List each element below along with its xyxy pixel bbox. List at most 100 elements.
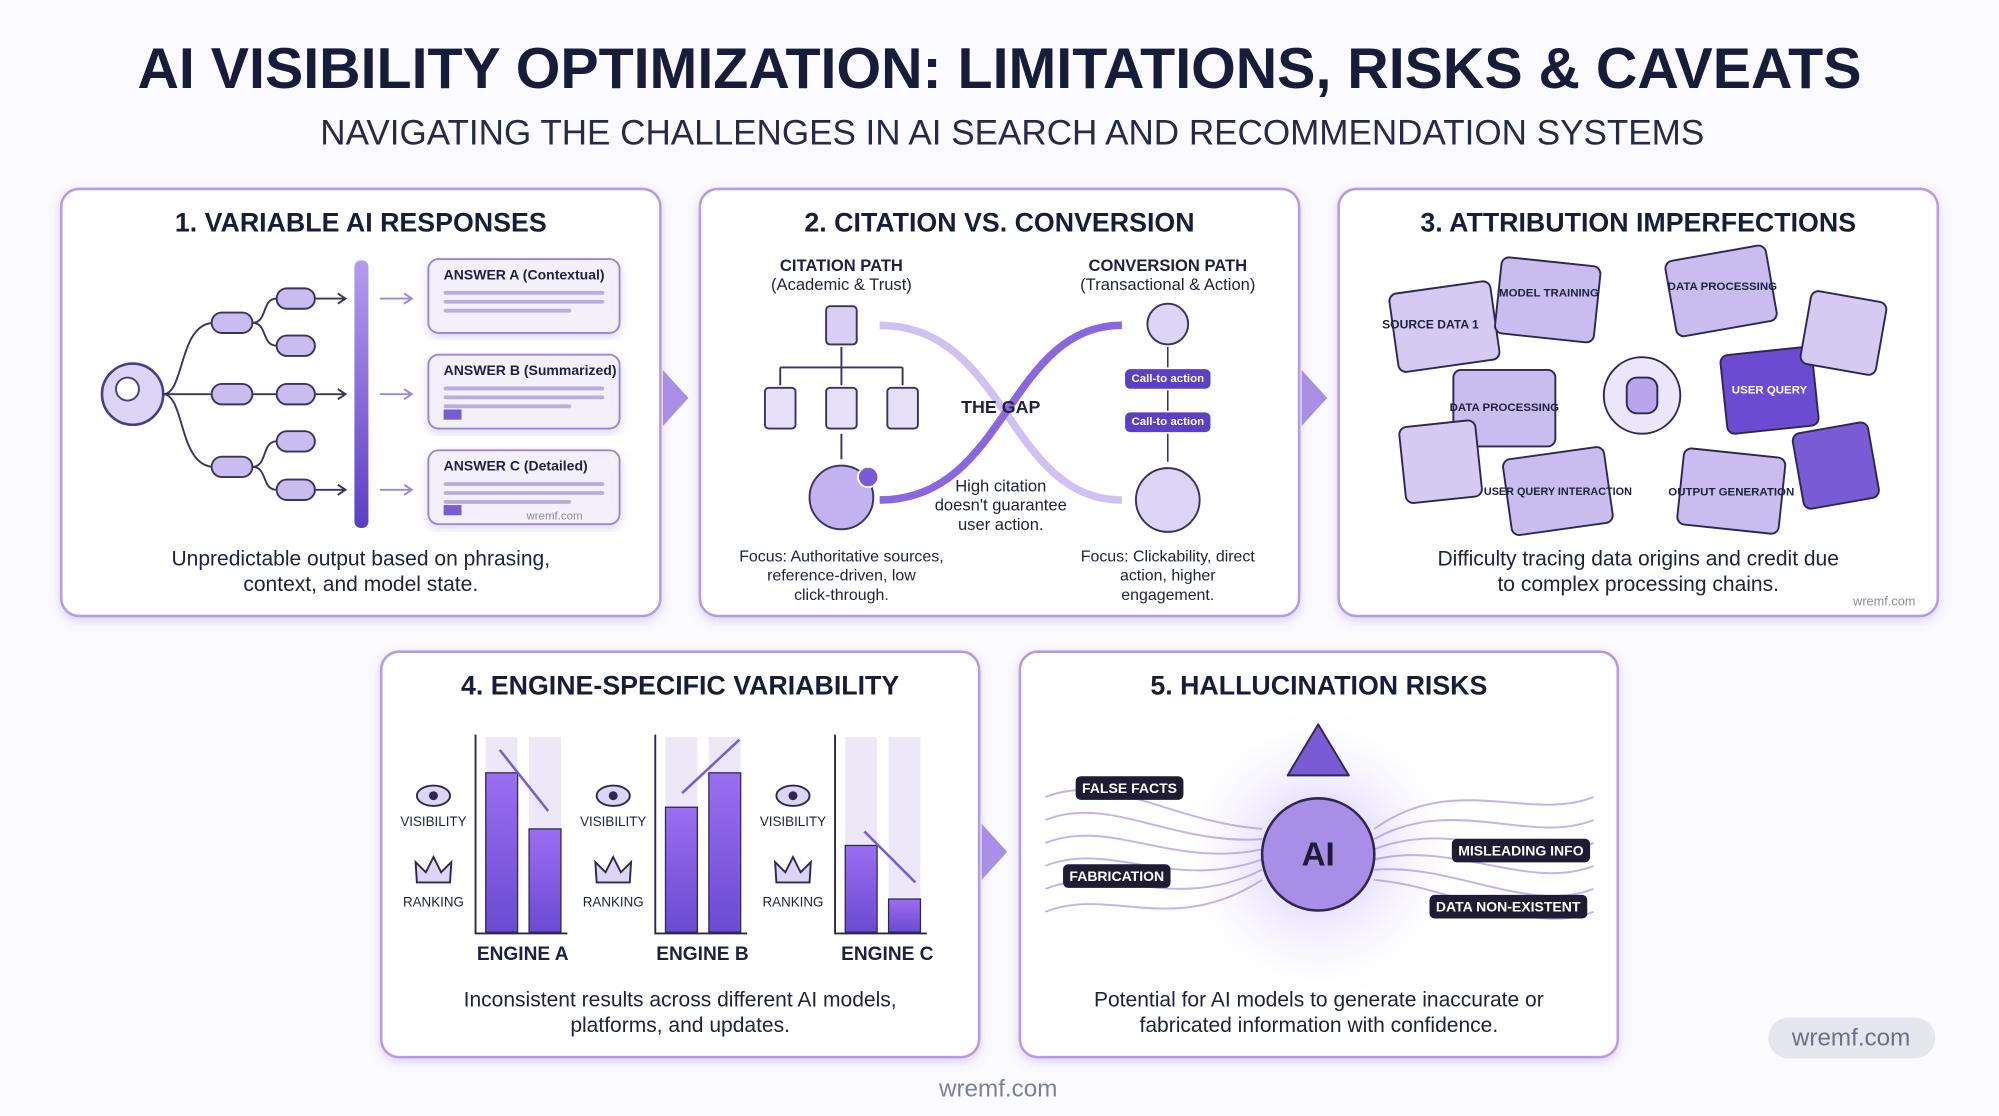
panel-label: RANKING (583, 894, 644, 909)
trend-arrow (681, 738, 741, 795)
panel-label: DATA PROCESSING (1450, 402, 1559, 414)
user-icon (1146, 302, 1190, 346)
crown-icon (594, 854, 633, 884)
doc-branch (779, 347, 904, 460)
wave-line (1045, 834, 1263, 855)
eye-pupil (788, 791, 798, 801)
bar (708, 772, 742, 933)
panel-label: FABRICATION (1069, 868, 1164, 884)
panel-label: USER QUERY INTERACTION (1484, 486, 1632, 498)
label-pill (1429, 894, 1588, 919)
label-pill (1451, 838, 1591, 863)
tree-node (275, 383, 316, 406)
panel-title: 2. CITATION VS. CONVERSION (804, 208, 1194, 238)
text-line (443, 308, 572, 313)
panel-title: 4. ENGINE-SPECIFIC VARIABILITY (461, 670, 899, 700)
tree-line (252, 297, 277, 324)
text-line (443, 395, 605, 400)
page-title: AI VISIBILITY OPTIMIZATION: LIMITATIONS,… (138, 37, 1862, 101)
warning-icon (1286, 723, 1350, 777)
label-pill (1125, 412, 1211, 433)
tree-node (275, 287, 316, 310)
database-icon (1625, 376, 1659, 415)
panel-label: RANKING (403, 894, 464, 909)
panel-caption: context, and model state. (243, 573, 478, 596)
panel-label: VISIBILITY (760, 814, 826, 829)
panel-label: THE GAP (961, 397, 1040, 417)
panel-label: (Transactional & Action) (1080, 275, 1255, 294)
panel-label: ANSWER A (Contextual) (444, 266, 605, 282)
tree-arrow (314, 388, 348, 401)
document-icon (886, 386, 919, 430)
panel-label: user action. (958, 515, 1044, 534)
tree-line (252, 440, 277, 468)
answer-arrow (379, 292, 414, 305)
panel-label: wremf.com (1852, 593, 1915, 608)
panel-title: 1. VARIABLE AI RESPONSES (175, 208, 547, 238)
panel-label: FALSE FACTS (1082, 780, 1177, 796)
bar (664, 806, 698, 933)
panel-label: ANSWER B (Summarized) (444, 362, 617, 378)
panel-caption: platforms, and updates. (570, 1014, 790, 1037)
bar (887, 898, 922, 933)
answer-arrow (379, 483, 414, 496)
badge (1768, 1017, 1936, 1059)
label-pill (1075, 776, 1184, 800)
text-line (443, 386, 605, 391)
connector-arrow (981, 823, 1008, 880)
panel-label: action, higher (1120, 568, 1216, 585)
brain-icon (1260, 797, 1376, 912)
panel-caption: Inconsistent results across different AI… (464, 989, 897, 1012)
cart-icon (1134, 467, 1201, 533)
axis (834, 734, 927, 935)
panel-label: doesn't guarantee (935, 496, 1067, 515)
panel-label: RANKING (762, 894, 823, 909)
wave-line (1045, 879, 1263, 913)
document-icon (825, 386, 858, 430)
panel-label: OUTPUT GENERATION (1668, 486, 1794, 498)
response-bar (354, 260, 369, 529)
panel-label: DATA NON-EXISTENT (1436, 899, 1581, 915)
bar (528, 828, 562, 933)
panel-label: SOURCE DATA 1 (1382, 318, 1479, 332)
tree-node (210, 311, 254, 334)
gap-curve-dark (879, 321, 1122, 504)
trend-arrow (863, 830, 917, 884)
panel-caption: Unpredictable output based on phrasing, (172, 547, 551, 570)
connector-arrow (662, 369, 689, 427)
book-icon (808, 464, 875, 531)
label-pill (1063, 864, 1171, 888)
panel-caption: fabricated information with confidence. (1140, 1014, 1499, 1037)
mini-block (443, 505, 462, 516)
bar (485, 772, 519, 933)
page-subtitle: NAVIGATING THE CHALLENGES IN AI SEARCH A… (320, 114, 1704, 153)
text-line (443, 404, 572, 409)
panel-label: MODEL TRAINING (1499, 287, 1599, 299)
panel-label: Focus: Clickability, direct (1081, 549, 1256, 566)
tree-node (275, 478, 316, 501)
panel-label: ENGINE A (477, 944, 569, 965)
puzzle-piece (1664, 244, 1778, 338)
footer-watermark: wremf.com (938, 1076, 1057, 1103)
text-line (443, 499, 572, 504)
panel-label: CONVERSION PATH (1088, 256, 1247, 275)
panel-label: Call-to action (1131, 373, 1204, 385)
footer-badge: wremf.com (1791, 1025, 1910, 1052)
tree-line (162, 321, 215, 396)
panel-label: Focus: Authoritative sources, (739, 549, 943, 566)
wave-line (1045, 789, 1263, 830)
panel-caption: Potential for AI models to generate inac… (1094, 989, 1544, 1012)
panel-label: reference-driven, low (767, 568, 916, 585)
panel-label: ENGINE C (841, 944, 934, 965)
puzzle-piece (1799, 290, 1888, 376)
tree-arrow (314, 292, 348, 305)
puzzle-piece (1791, 421, 1880, 510)
text-line (443, 299, 605, 304)
panel-label: Call-to action (1131, 416, 1204, 428)
mini-block (443, 409, 462, 420)
tree-node (210, 455, 254, 479)
panel-label: DATA PROCESSING (1668, 281, 1777, 293)
panel-label: AI (1302, 837, 1335, 874)
text-line (443, 290, 605, 295)
axis (474, 734, 568, 935)
